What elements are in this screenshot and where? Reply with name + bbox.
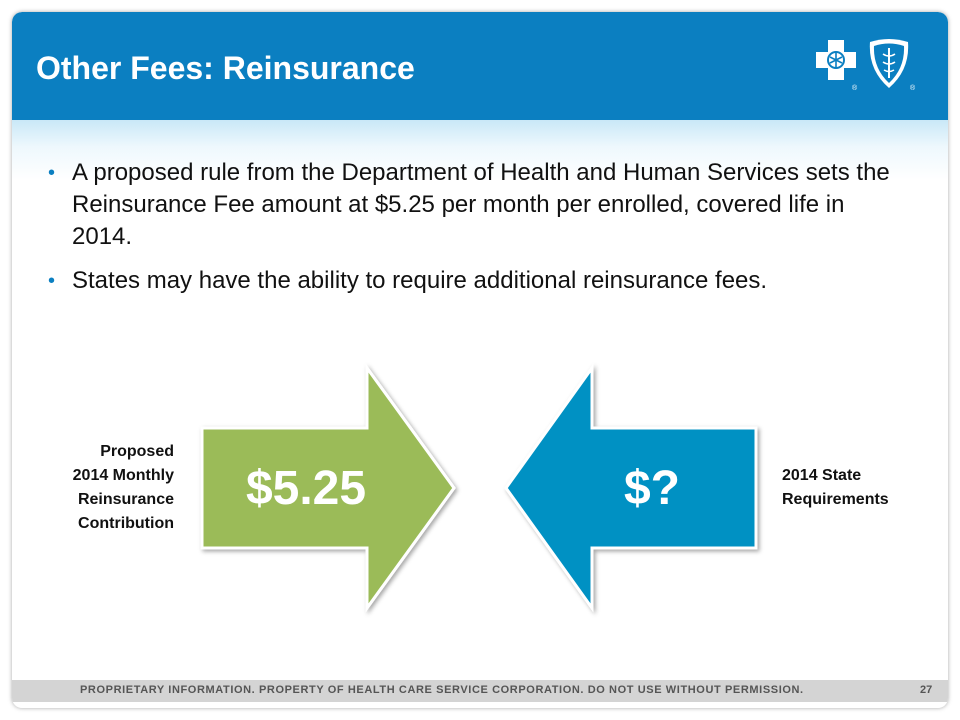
left-arrow: $5.25 (200, 363, 456, 613)
bullet-dot: • (48, 162, 56, 184)
right-label-line: 2014 State (782, 467, 862, 484)
left-label: Proposed 2014 Monthly Reinsurance Contri… (32, 440, 174, 536)
bullet-dot: • (48, 270, 56, 292)
blue-cross-icon (816, 40, 856, 80)
slide-title: Other Fees: Reinsurance (36, 50, 415, 86)
footer-text: PROPRIETARY INFORMATION. PROPERTY OF HEA… (80, 684, 804, 696)
slide-header: Other Fees: Reinsurance ® ® (12, 12, 948, 120)
left-arrow-value: $5.25 (246, 462, 366, 515)
left-label-line: Proposed (100, 443, 174, 460)
bullet-text: States may have the ability to require a… (72, 267, 768, 294)
page-number: 27 (920, 684, 933, 696)
right-label-line: Requirements (782, 491, 889, 508)
blue-shield-icon (869, 39, 909, 88)
logos: ® ® (816, 39, 916, 92)
arrows-graphic: $5.25 $? (200, 363, 758, 613)
bullet-item: • States may have the ability to require… (48, 265, 908, 297)
footer: PROPRIETARY INFORMATION. PROPERTY OF HEA… (12, 680, 948, 702)
left-label-line: 2014 Monthly (72, 467, 174, 484)
registered-mark: ® (852, 84, 858, 92)
bullet-list: • A proposed rule from the Department of… (48, 157, 908, 309)
right-label: 2014 State Requirements (782, 464, 942, 512)
left-label-line: Reinsurance (77, 491, 174, 508)
slide: Other Fees: Reinsurance ® ® • A proposed… (12, 12, 948, 708)
right-arrow-value: $? (624, 462, 680, 515)
bullet-item: • A proposed rule from the Department of… (48, 157, 908, 253)
right-arrow: $? (504, 363, 758, 613)
left-label-line: Contribution (78, 515, 174, 532)
bullet-text: A proposed rule from the Department of H… (72, 159, 890, 250)
header-glow (12, 120, 948, 180)
registered-mark-2: ® (910, 84, 916, 92)
